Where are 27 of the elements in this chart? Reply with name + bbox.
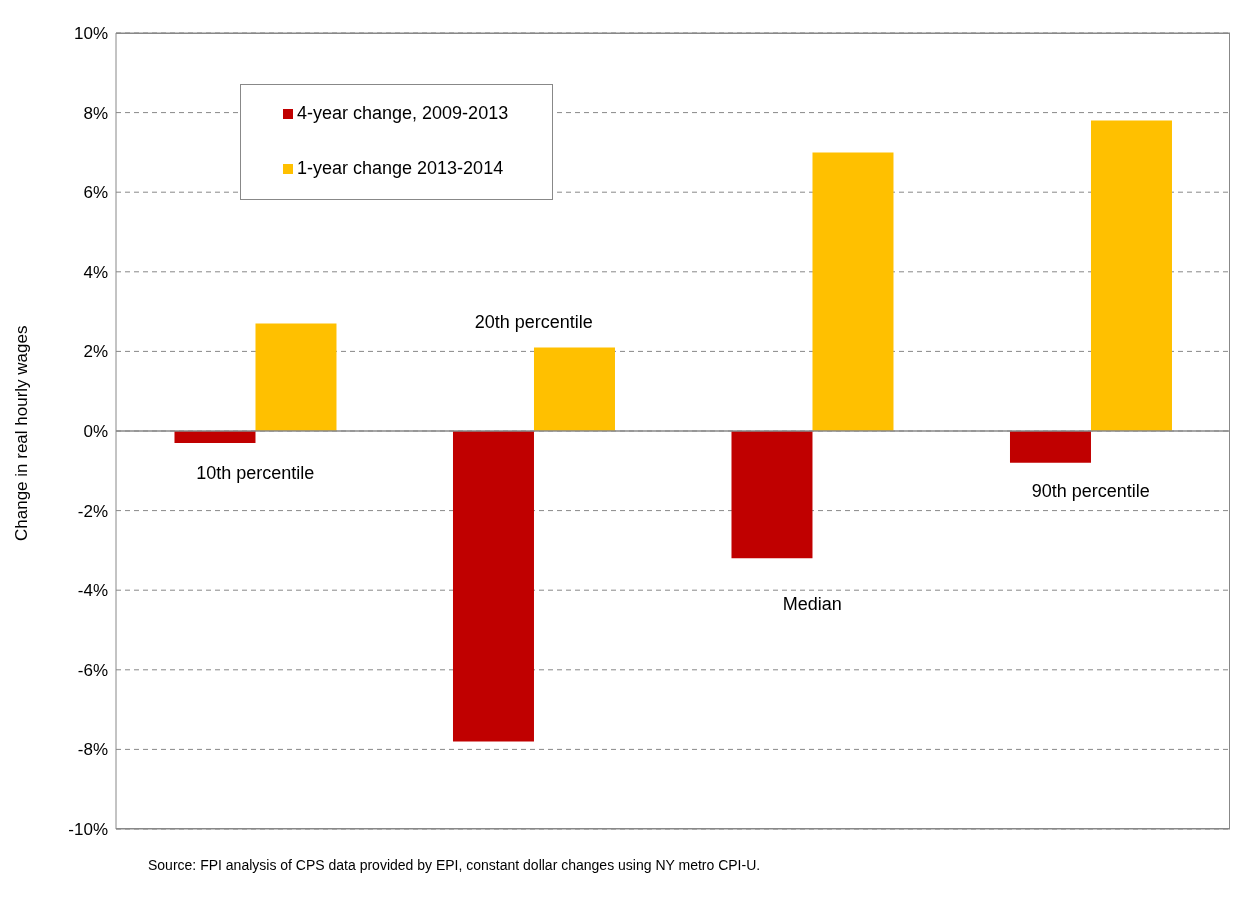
bar	[533, 347, 615, 431]
y-tick-label: -8%	[77, 740, 108, 760]
y-tick-label: 10%	[73, 24, 108, 44]
x-tick-label: 90th percentile	[1031, 480, 1150, 501]
legend-label: 1-year change 2013-2014	[297, 158, 504, 179]
bar	[255, 323, 337, 431]
y-tick-label: 2%	[83, 342, 108, 362]
bar	[174, 431, 256, 443]
bar	[731, 431, 813, 559]
y-tick-label: 6%	[83, 183, 108, 203]
bar	[1090, 120, 1172, 431]
y-axis-title: Change in real hourly wages	[12, 325, 32, 541]
bar	[1009, 431, 1091, 463]
source-note: Source: FPI analysis of CPS data provided by EPI, constant dollar changes using NY metro CPI-U.	[148, 857, 761, 873]
y-tick-label: -2%	[77, 501, 108, 521]
y-tick-label: -6%	[77, 660, 108, 680]
x-tick-label: Median	[782, 594, 842, 615]
legend-label: 4-year change, 2009-2013	[297, 103, 509, 124]
x-tick-label: 10th percentile	[196, 462, 315, 483]
bar	[452, 431, 534, 742]
y-tick-label: -4%	[77, 581, 108, 601]
y-tick-label: 8%	[83, 103, 108, 123]
bar	[812, 152, 894, 431]
y-tick-label: -10%	[68, 820, 108, 840]
x-tick-label: 20th percentile	[474, 311, 593, 332]
y-tick-label: 4%	[83, 262, 108, 282]
y-tick-label: 0%	[83, 422, 108, 442]
